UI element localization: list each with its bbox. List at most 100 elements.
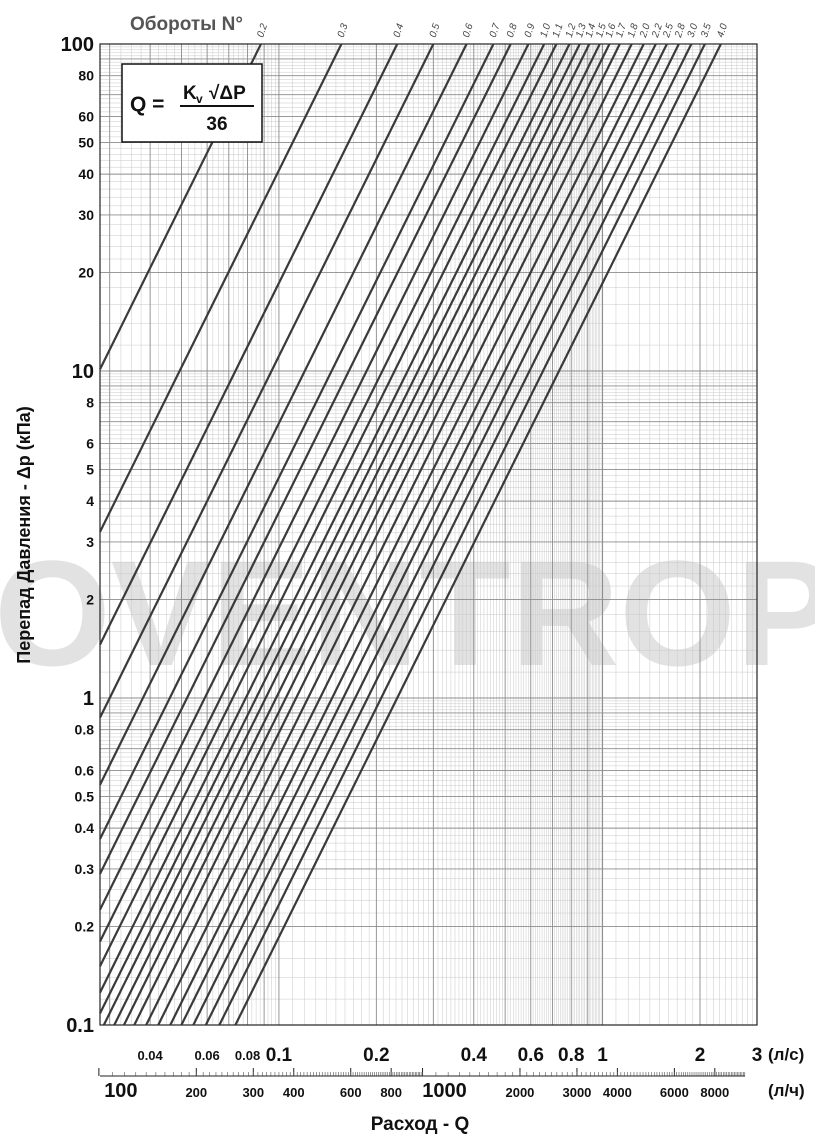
curve-0.5 [99,43,435,719]
x-tick-label-lh: 800 [380,1085,402,1100]
formula-k: K [183,83,197,104]
x-tick-label-lh: 8000 [700,1085,729,1100]
y-tick-label: 0.8 [75,722,95,738]
y-tick-label: 20 [78,265,94,281]
x-tick-label-lh: 4000 [603,1085,632,1100]
turn-label-0.7: 0.7 [488,22,503,39]
x-tick-label-ls: 0.6 [518,1045,544,1066]
x-tick-label-lh: 2000 [505,1085,534,1100]
curve-4.0 [234,43,722,1026]
y-tick-label: 0.3 [75,861,95,877]
x-tick-label-lh: 300 [242,1085,264,1100]
x-tick-label-ls: 0.06 [194,1048,219,1063]
x-tick-label-lh: 1000 [422,1080,467,1102]
x-axis-ticks-lh: 100 200 300 400 600 800 1000 2000 3000 4000 6000 80… [98,1068,746,1102]
turn-label-0.8: 0.8 [505,22,520,39]
turn-label-1.2: 1.2 [564,22,579,39]
y-axis-label: Перепад Давления - Δp (кПа) [14,406,34,663]
curve-2.2 [169,43,657,1026]
y-tick-label: 1 [83,688,94,710]
x-tick-label-ls: 0.04 [137,1048,163,1063]
curve-2.0 [157,43,645,1026]
turn-label-2.2: 2.2 [650,22,665,40]
turn-label-0.6: 0.6 [461,22,476,39]
curve-1.8 [145,43,633,1026]
turn-label-1.6: 1.6 [604,22,619,39]
x-tick-label-lh: 400 [283,1085,305,1100]
x-tick-label-lh: 3000 [562,1085,591,1100]
x-tick-label-ls: 1 [597,1045,608,1066]
curve-1.6 [122,43,611,1026]
curve-1.2 [99,43,571,994]
y-tick-label: 0.5 [75,788,95,804]
curve-1.7 [133,43,621,1026]
x-unit-lh: (л/ч) [768,1081,805,1100]
y-tick-label: 50 [78,134,94,150]
turn-label-1.1: 1.1 [551,22,566,39]
turn-label-3.5: 3.5 [699,22,714,39]
x-axis-ticks-ls: 0.04 0.06 0.08 0.1 0.2 0.4 0.6 0.8 1 2 3 [137,1045,762,1066]
x-axis-label: Расход - Q [371,1114,469,1135]
turn-label-1.8: 1.8 [626,22,641,39]
turn-label-2.5: 2.5 [661,22,676,40]
x-tick-label-lh: 6000 [660,1085,689,1100]
y-tick-label: 0.6 [75,763,95,779]
curve-2.5 [180,43,668,1026]
x-tick-label-ls: 0.1 [266,1045,293,1066]
turn-label-0.3: 0.3 [336,22,351,39]
turn-labels: 0.2 0.3 0.4 0.5 0.6 0.7 0.8 0.9 1.01.11.21.31.4 1… [255,22,730,40]
curve-1.5 [113,43,601,1026]
y-axis-ticks: 100 80 60 50 40 30 20 10 8 6 5 4 3 2 1 0.8 0.6 0.5 0.4 0.3 0… [61,34,95,1037]
curve-0.4 [99,43,399,646]
y-tick-label: 0.2 [75,919,95,935]
turn-label-1.4: 1.4 [584,22,599,39]
turn-label-2.0: 2.0 [638,22,653,40]
y-tick-label: 6 [86,436,94,452]
curve-1.0 [99,43,546,943]
y-tick-label: 80 [78,68,94,84]
curve-0.7 [99,43,495,840]
x-tick-label-ls: 0.8 [558,1045,584,1066]
curves [99,43,722,1026]
y-tick-label: 8 [86,395,94,411]
x-tick-label-ls: 3 [752,1045,763,1066]
turn-label-4.0: 4.0 [715,22,730,39]
x-tick-label-ls: 0.2 [363,1045,389,1066]
chart-title: Обороты N° [130,14,243,35]
curve-0.9 [99,43,530,911]
turn-label-0.4: 0.4 [392,22,407,39]
y-tick-label: 0.1 [66,1015,94,1037]
x-tick-label-lh: 200 [185,1085,207,1100]
y-tick-label: 60 [78,109,94,125]
minor-grid [100,44,757,1025]
y-tick-label: 40 [78,166,94,182]
turn-label-1.0: 1.0 [539,22,554,39]
y-tick-label: 5 [86,461,94,477]
y-tick-label: 3 [86,534,94,550]
turn-label-1.3: 1.3 [574,22,589,39]
curve-1.3 [99,43,581,1014]
formula-root: √ΔP [209,83,246,104]
x-tick-label-ls: 0.4 [461,1045,488,1066]
turn-label-0.2: 0.2 [255,22,270,39]
x-tick-label-ls: 0.08 [235,1048,260,1063]
x-tick-label-ls: 2 [695,1045,706,1066]
plot-frame [99,43,758,1026]
y-tick-label: 30 [78,207,94,223]
turn-label-1.7: 1.7 [614,22,629,39]
formula-box: Q = K v √ΔP 36 [121,63,263,143]
turn-label-2.8: 2.8 [673,22,688,40]
turn-label-0.9: 0.9 [523,22,538,39]
formula-lhs: Q = [130,93,164,116]
curve-2.8 [192,43,680,1026]
curve-0.8 [99,43,512,875]
curve-0.6 [99,43,468,786]
x-tick-label-lh: 600 [340,1085,362,1100]
y-tick-label: 10 [72,361,94,383]
formula-k-sub: v [196,92,203,106]
turn-label-0.5: 0.5 [428,22,443,39]
y-tick-label: 4 [86,493,94,509]
curve-0.3 [99,43,343,533]
formula-denominator: 36 [206,114,227,135]
